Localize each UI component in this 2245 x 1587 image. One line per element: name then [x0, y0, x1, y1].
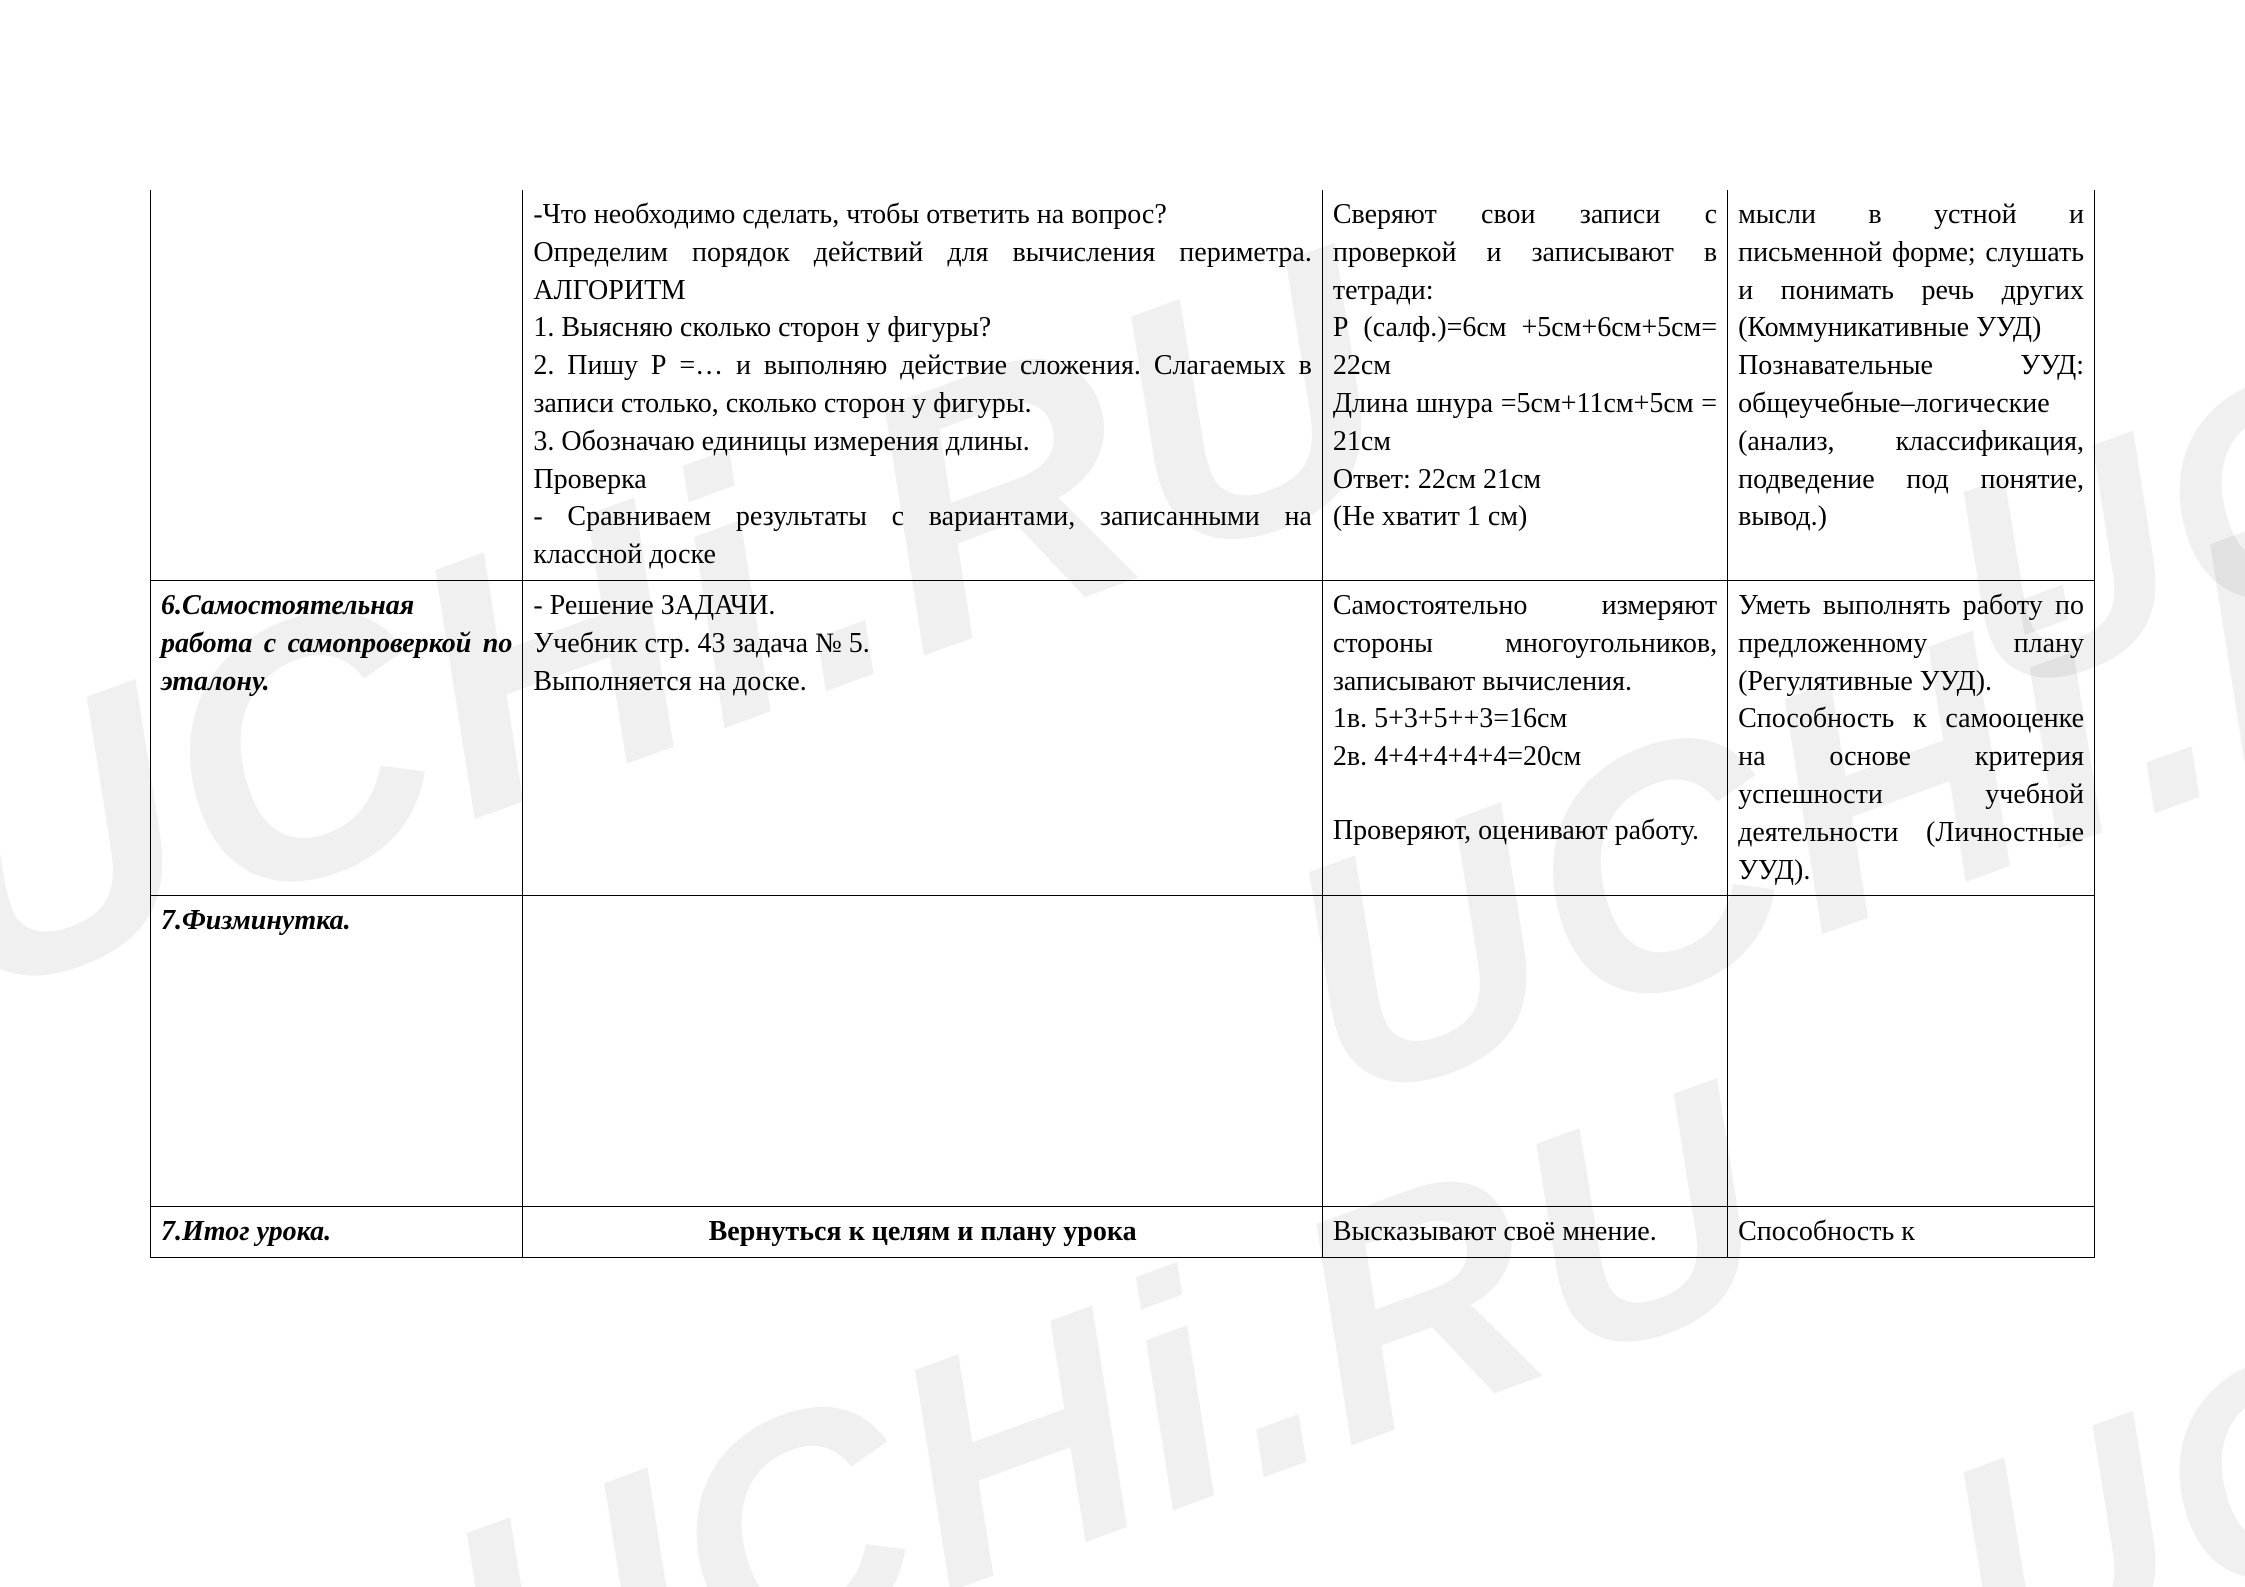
- blank-line: [1333, 776, 1717, 812]
- stage-title: 7.Итог урока.: [161, 1213, 512, 1251]
- cell-uud: Уметь выполнять работу по предложенному …: [1728, 580, 2095, 895]
- text-line: Сверяют свои записи с проверкой и записы…: [1333, 196, 1717, 309]
- table-row: 6.Самостоятельная работа с самопроверкой…: [151, 580, 2095, 895]
- cell-student-activity: Самостоятельно измеряют стороны многоуго…: [1322, 580, 1727, 895]
- text-line: Способность к: [1738, 1213, 2084, 1251]
- text-line: Самостоятельно измеряют стороны многоуго…: [1333, 587, 1717, 700]
- text-line: 2в. 4+4+4+4+4=20см: [1333, 738, 1717, 776]
- text-line: Длина шнура =5см+11см+5см = 21см: [1333, 385, 1717, 461]
- stage-title: 7.Физминутка.: [161, 902, 512, 940]
- text-line: Ответ: 22см 21см: [1333, 461, 1717, 499]
- text-line: Проверяют, оценивают работу.: [1333, 812, 1717, 850]
- text-line: Определим порядок действий для вычислени…: [533, 234, 1312, 310]
- cell-teacher-activity: [523, 896, 1323, 1207]
- cell-student-activity: [1322, 896, 1727, 1207]
- cell-stage: 6.Самостоятельная работа с самопроверкой…: [151, 580, 523, 895]
- text-line: Выполняется на доске.: [533, 663, 1312, 701]
- cell-uud: мысли в устной и письменной форме; слуша…: [1728, 190, 2095, 580]
- text-line: Познавательные УУД: общеучебные–логическ…: [1738, 347, 2084, 536]
- text-line: Уметь выполнять работу по предложенному …: [1738, 587, 2084, 700]
- cell-stage: 7.Физминутка.: [151, 896, 523, 1207]
- cell-uud: Способность к: [1728, 1207, 2095, 1258]
- cell-teacher-activity: Вернуться к целям и плану урока: [523, 1207, 1323, 1258]
- cell-teacher-activity: - Решение ЗАДАЧИ. Учебник стр. 43 задача…: [523, 580, 1323, 895]
- text-line: 2. Пишу Р =… и выполняю действие сложени…: [533, 347, 1312, 423]
- text-line: - Сравниваем результаты с вариантами, за…: [533, 498, 1312, 574]
- lesson-plan-table: -Что необходимо сделать, чтобы ответить …: [150, 190, 2095, 1258]
- stage-title: 6.Самостоятельная работа с самопроверкой…: [161, 587, 512, 700]
- text-line: -Что необходимо сделать, чтобы ответить …: [533, 196, 1312, 234]
- table-row: 7.Итог урока. Вернуться к целям и плану …: [151, 1207, 2095, 1258]
- text-line: (Не хватит 1 см): [1333, 498, 1717, 536]
- text-line: Р (салф.)=6см +5см+6см+5см= 22см: [1333, 309, 1717, 385]
- cell-uud: [1728, 896, 2095, 1207]
- text-line: Вернуться к целям и плану урока: [533, 1213, 1312, 1251]
- text-line: Способность к самооценке на основе крите…: [1738, 700, 2084, 889]
- cell-stage: [151, 190, 523, 580]
- text-line: Высказывают своё мнение.: [1333, 1213, 1717, 1251]
- table-row: -Что необходимо сделать, чтобы ответить …: [151, 190, 2095, 580]
- text-line: Проверка: [533, 461, 1312, 499]
- page-content: -Что необходимо сделать, чтобы ответить …: [150, 190, 2095, 1258]
- text-line: мысли в устной и письменной форме; слуша…: [1738, 196, 2084, 347]
- cell-student-activity: Сверяют свои записи с проверкой и записы…: [1322, 190, 1727, 580]
- cell-teacher-activity: -Что необходимо сделать, чтобы ответить …: [523, 190, 1323, 580]
- text-line: 1в. 5+3+5++3=16см: [1333, 700, 1717, 738]
- text-line: 3. Обозначаю единицы измерения длины.: [533, 423, 1312, 461]
- cell-stage: 7.Итог урока.: [151, 1207, 523, 1258]
- table-row: 7.Физминутка.: [151, 896, 2095, 1207]
- text-line: Учебник стр. 43 задача № 5.: [533, 625, 1312, 663]
- cell-student-activity: Высказывают своё мнение.: [1322, 1207, 1727, 1258]
- text-line: - Решение ЗАДАЧИ.: [533, 587, 1312, 625]
- text-line: 1. Выясняю сколько сторон у фигуры?: [533, 309, 1312, 347]
